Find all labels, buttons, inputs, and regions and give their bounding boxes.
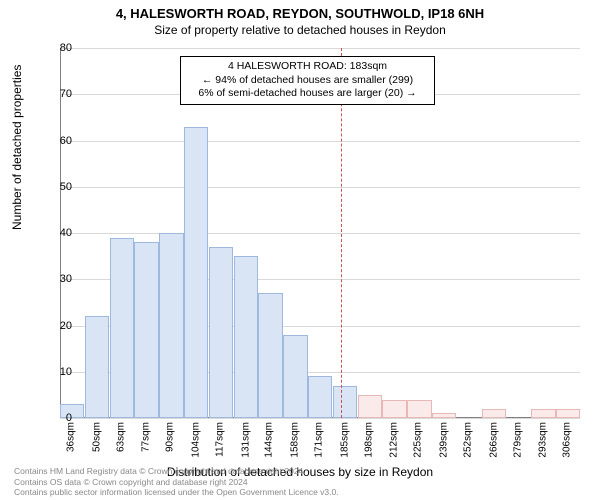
y-tick-label: 70	[42, 88, 72, 100]
y-tick-label: 50	[42, 181, 72, 193]
histogram-bar	[432, 413, 456, 418]
x-tick-label: 239sqm	[439, 422, 450, 458]
footer-attribution: Contains HM Land Registry data © Crown c…	[14, 466, 339, 498]
x-tick-label: 77sqm	[141, 422, 152, 452]
x-tick-label: 198sqm	[363, 422, 374, 458]
x-tick-label: 293sqm	[538, 422, 549, 458]
x-tick-label: 63sqm	[115, 422, 126, 452]
annotation-line: ← 94% of detached houses are smaller (29…	[187, 74, 428, 88]
histogram-bar	[110, 238, 134, 418]
footer-line: Contains public sector information licen…	[14, 487, 339, 498]
x-tick-label: 144sqm	[264, 422, 275, 458]
gridline	[60, 233, 580, 234]
y-tick-label: 80	[42, 42, 72, 54]
x-tick-label: 212sqm	[389, 422, 400, 458]
x-tick-label: 185sqm	[339, 422, 350, 458]
histogram-bar	[258, 293, 282, 418]
chart-subtitle: Size of property relative to detached ho…	[0, 21, 600, 37]
x-tick-label: 90sqm	[165, 422, 176, 452]
histogram-bar	[531, 409, 555, 418]
chart-title-address: 4, HALESWORTH ROAD, REYDON, SOUTHWOLD, I…	[0, 0, 600, 21]
histogram-bar	[333, 386, 357, 418]
histogram-bar	[209, 247, 233, 418]
gridline	[60, 187, 580, 188]
histogram-bar	[308, 376, 332, 418]
gridline	[60, 418, 580, 419]
x-tick-label: 158sqm	[290, 422, 301, 458]
histogram-bar	[234, 256, 258, 418]
y-tick-label: 10	[42, 366, 72, 378]
y-tick-label: 20	[42, 320, 72, 332]
histogram-bar	[85, 316, 109, 418]
histogram-bar	[159, 233, 183, 418]
annotation-line: 4 HALESWORTH ROAD: 183sqm	[187, 60, 428, 74]
gridline	[60, 48, 580, 49]
annotation-box: 4 HALESWORTH ROAD: 183sqm← 94% of detach…	[180, 56, 435, 105]
x-tick-label: 279sqm	[512, 422, 523, 458]
x-tick-label: 266sqm	[488, 422, 499, 458]
x-tick-label: 104sqm	[190, 422, 201, 458]
x-tick-label: 117sqm	[214, 422, 225, 457]
footer-line: Contains HM Land Registry data © Crown c…	[14, 466, 339, 477]
y-axis-label: Number of detached properties	[10, 65, 24, 230]
histogram-bar	[184, 127, 208, 418]
histogram-bar	[283, 335, 307, 418]
histogram-bar	[482, 409, 506, 418]
footer-line: Contains OS data © Crown copyright and d…	[14, 477, 339, 488]
x-tick-label: 131sqm	[240, 422, 251, 458]
histogram-bar	[556, 409, 580, 418]
x-tick-label: 50sqm	[91, 422, 102, 452]
y-tick-label: 40	[42, 227, 72, 239]
x-tick-label: 306sqm	[562, 422, 573, 458]
annotation-line: 6% of semi-detached houses are larger (2…	[187, 87, 428, 101]
histogram-bar	[134, 242, 158, 418]
histogram-bar	[358, 395, 382, 418]
x-tick-label: 171sqm	[314, 422, 325, 458]
gridline	[60, 141, 580, 142]
histogram-bar	[407, 400, 431, 419]
histogram-bar	[382, 400, 406, 419]
y-tick-label: 60	[42, 135, 72, 147]
y-tick-label: 30	[42, 273, 72, 285]
x-tick-label: 252sqm	[462, 422, 473, 458]
x-tick-label: 36sqm	[66, 422, 77, 452]
x-tick-label: 225sqm	[413, 422, 424, 458]
